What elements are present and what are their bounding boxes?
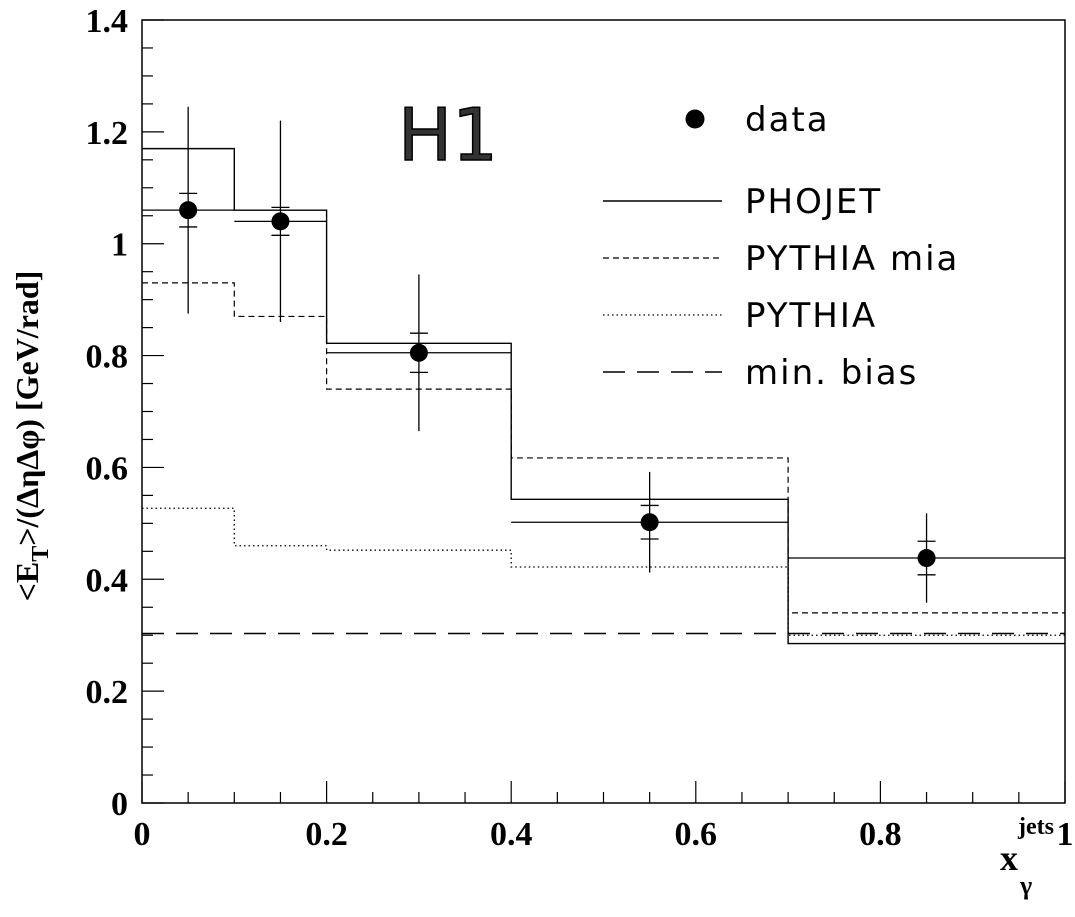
- y-axis-title-sub: T: [28, 546, 54, 562]
- x-tick-label: 0: [134, 816, 151, 853]
- y-tick-label: 0.4: [86, 562, 129, 599]
- h1-logo: H1: [398, 93, 498, 177]
- axis-ticks-group: 0 0.2 0.4 0.6 0.8 1 0 0.2 0.4 0.6 0.8 1 1.2 1.4: [86, 3, 1074, 853]
- y-axis-title-part-1: <E: [9, 562, 45, 602]
- data-point: [271, 212, 290, 231]
- legend-label-1: PHOJET: [745, 182, 882, 222]
- x-axis-title-sup: jets: [1017, 814, 1054, 840]
- data-point: [917, 549, 936, 568]
- y-tick-label: 1: [111, 227, 128, 264]
- legend-label-3: PYTHIA: [745, 296, 877, 336]
- x-tick-label: 1: [1057, 816, 1074, 853]
- legend-data-label: data: [745, 100, 830, 140]
- x-axis-title-sub: γ: [1019, 871, 1032, 900]
- legend-label-4: min. bias: [745, 353, 918, 393]
- data-point: [409, 343, 428, 362]
- x-tick-label: 0.4: [490, 816, 533, 853]
- x-axis-title: xγ jets: [1000, 814, 1054, 900]
- y-tick-label: 0: [111, 786, 128, 823]
- x-tick-label: 0.2: [305, 816, 348, 853]
- series-pythia: [142, 507, 1065, 636]
- y-tick-label: 0.8: [86, 339, 129, 376]
- legend-label-2: PYTHIA mia: [745, 239, 959, 279]
- y-tick-label: 1.2: [86, 115, 129, 152]
- data-point: [179, 201, 198, 220]
- y-tick-label: 0.6: [86, 450, 129, 487]
- x-axis-title-main: x: [1000, 838, 1018, 878]
- y-tick-label: 1.4: [86, 3, 129, 40]
- y-axis-title-part-2: >/(ΔηΔφ) [GeV/rad]: [9, 271, 45, 546]
- legend-data-marker: [685, 109, 705, 129]
- x-tick-label: 0.8: [859, 816, 902, 853]
- x-tick-label: 0.6: [675, 816, 718, 853]
- data-point: [640, 513, 659, 532]
- data-points-group: [142, 106, 1065, 603]
- legend: data PHOJET PYTHIA mia PYTHIA min. bias: [603, 100, 959, 393]
- y-tick-label: 0.2: [86, 674, 129, 711]
- y-axis-title: <ET>/(ΔηΔφ) [GeV/rad]: [9, 271, 54, 602]
